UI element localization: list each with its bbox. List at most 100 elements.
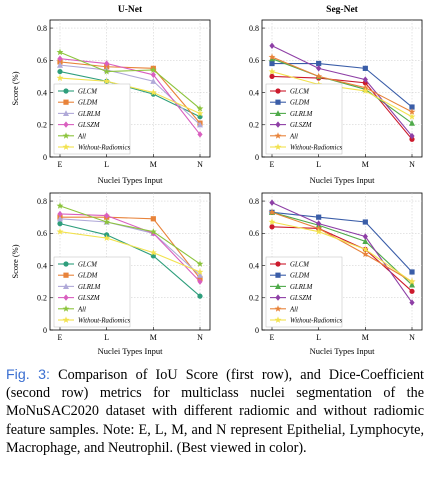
data-point: [268, 67, 276, 75]
data-point: [409, 104, 415, 110]
data-point: [104, 60, 110, 67]
data-point: [408, 108, 416, 115]
legend-marker: [62, 305, 70, 312]
data-point: [56, 74, 64, 81]
y-tick-label: 0: [43, 153, 47, 162]
data-point: [316, 65, 322, 72]
legend-marker: [63, 99, 69, 105]
legend-marker: [62, 316, 70, 323]
legend-box: [265, 256, 343, 328]
legend-label: GLCM: [290, 262, 309, 269]
legend-marker: [274, 305, 282, 312]
legend-marker: [275, 121, 281, 128]
chart-panel-bottom-left: 0 0.2 0.4 0.6 0.8 E L M N Nuclei Types Input Score…: [10, 192, 211, 356]
series-line: [59, 205, 201, 265]
data-point: [196, 109, 204, 117]
legend-marker: [275, 88, 281, 94]
legend-marker: [62, 132, 70, 139]
chart-title: U-Net: [118, 5, 143, 15]
data-point: [409, 281, 415, 288]
legend-marker: [63, 121, 69, 128]
legend-label: All: [77, 133, 86, 140]
legend-label: All: [289, 306, 298, 313]
data-point: [409, 269, 415, 275]
data-point: [316, 220, 322, 227]
legend-label: GLRLM: [78, 284, 101, 291]
data-point: [197, 278, 203, 285]
legend-label: GLDM: [290, 273, 310, 280]
data-point: [196, 260, 204, 267]
data-point: [196, 268, 204, 275]
data-point: [56, 228, 64, 235]
data-point: [57, 61, 63, 68]
data-point: [315, 72, 323, 80]
data-point: [57, 215, 63, 222]
data-point: [408, 278, 416, 285]
data-point: [197, 272, 203, 278]
data-point: [268, 218, 276, 225]
series-line: [59, 218, 201, 276]
data-point: [362, 233, 368, 240]
legend-label: GLSZM: [78, 295, 100, 302]
data-point: [149, 249, 157, 256]
legend-marker: [274, 132, 282, 139]
data-point: [409, 288, 415, 294]
data-point: [362, 65, 368, 71]
y-tick-label: 0.2: [249, 121, 259, 130]
y-axis-label: Score (%): [10, 71, 20, 105]
data-point: [150, 78, 157, 84]
x-tick-label: E: [270, 160, 275, 169]
legend-label: GLDM: [78, 100, 98, 107]
series-line: [271, 45, 413, 137]
x-axis-label: Nuclei Types Input: [98, 175, 164, 185]
legend-label: GLCM: [290, 89, 309, 96]
legend-label: GLSZM: [290, 295, 312, 302]
legend-marker: [275, 294, 281, 301]
y-tick-label: 0.4: [37, 88, 47, 97]
legend-label: GLRLM: [78, 111, 101, 118]
legend-label: GLDM: [290, 100, 310, 107]
y-tick-label: 0.6: [249, 56, 259, 65]
x-tick-label: M: [362, 333, 369, 342]
data-point: [196, 105, 204, 112]
data-point: [361, 87, 369, 94]
legend-label: All: [77, 306, 86, 313]
y-tick-label: 0.8: [37, 197, 47, 206]
data-point: [103, 234, 111, 242]
legend-marker: [275, 99, 281, 105]
data-point: [315, 228, 323, 235]
x-tick-label: L: [104, 333, 109, 342]
series-line: [271, 202, 413, 303]
x-axis-label: Nuclei Types Input: [310, 346, 376, 356]
series-line: [59, 51, 201, 110]
caption-text: Comparison of IoU Score (first row), and…: [6, 367, 424, 456]
series-line: [271, 56, 413, 113]
data-point: [56, 48, 64, 56]
data-point: [104, 212, 110, 219]
y-tick-label: 0.8: [249, 24, 259, 33]
data-point: [150, 216, 156, 222]
series-line: [271, 75, 413, 140]
series-line: [59, 213, 201, 283]
legend-marker: [274, 143, 282, 150]
y-axis-label: Score (%): [10, 244, 20, 278]
data-point: [269, 42, 275, 49]
series-line: [271, 211, 413, 286]
legend-marker: [63, 272, 69, 278]
data-point: [362, 219, 368, 225]
data-point: [409, 132, 415, 140]
legend-marker: [274, 316, 282, 323]
data-point: [57, 59, 63, 65]
legend-box: [265, 83, 343, 155]
data-point: [57, 68, 63, 75]
chart-panel-top-left: U-Net 0 0.2 0.4 0.6 0.8 E L M N Nuclei Types Input…: [10, 5, 211, 185]
data-point: [57, 55, 63, 62]
y-tick-label: 0.6: [249, 229, 259, 238]
caption-label: Fig. 3:: [6, 367, 50, 383]
data-point: [104, 64, 110, 70]
x-tick-label: N: [409, 160, 415, 169]
legend-label: GLSZM: [78, 122, 100, 129]
y-tick-label: 0.4: [249, 261, 259, 270]
x-axis-label: Nuclei Types Input: [310, 175, 376, 185]
data-point: [409, 136, 415, 142]
